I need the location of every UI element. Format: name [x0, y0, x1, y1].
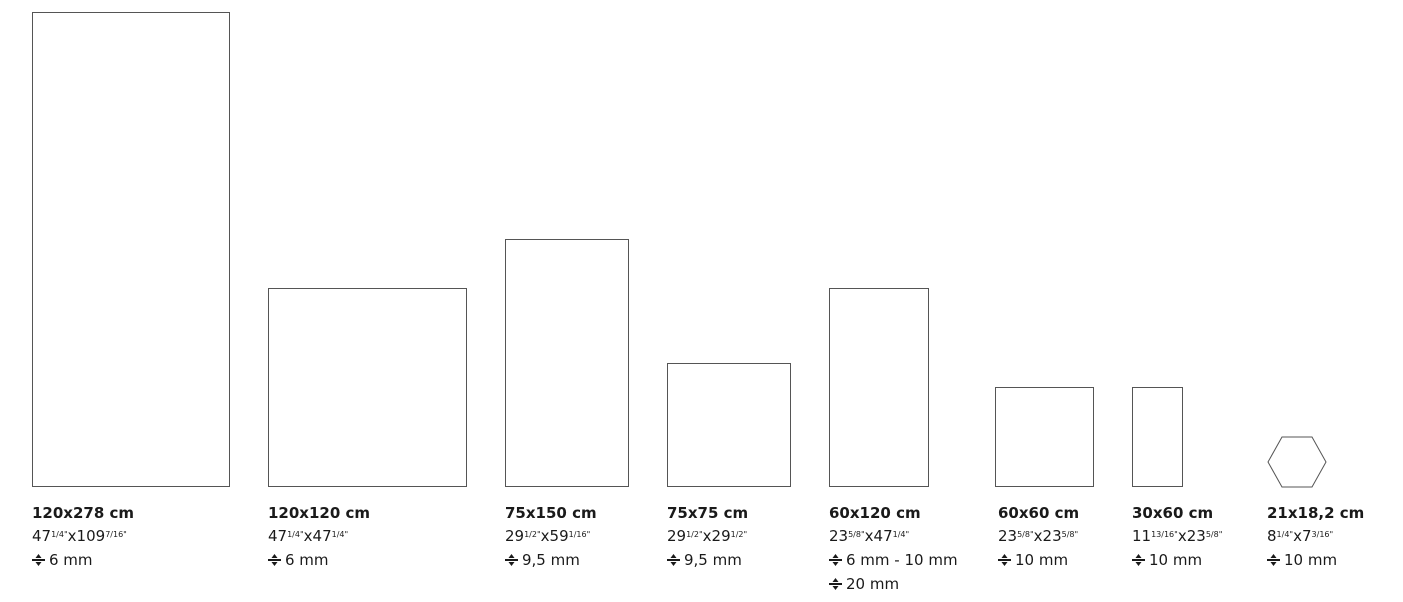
- format-label-60x120: 60x120 cm 235/8"x471/4" 6 mm - 10 mm 20 …: [829, 503, 958, 598]
- thickness-icon: [268, 554, 281, 566]
- size-inches: 291/2"x591/16": [505, 527, 591, 545]
- tile-outline-75x75: [667, 363, 791, 487]
- thickness-icon: [1267, 554, 1280, 566]
- tile-outline-120x278: [32, 12, 230, 487]
- size-inches: 81/4"x73/16": [1267, 527, 1334, 545]
- size-cm: 120x278 cm: [32, 504, 135, 522]
- size-inches: 471/4"x471/4": [268, 527, 349, 545]
- size-inches: 235/8"x471/4": [829, 527, 910, 545]
- tile-outline-60x60: [995, 387, 1094, 487]
- size-cm: 120x120 cm: [268, 504, 371, 522]
- thickness-line-2: 20 mm: [829, 574, 958, 598]
- thickness-line: 9,5 mm: [505, 550, 597, 574]
- thickness-line: 6 mm - 10 mm: [829, 550, 958, 574]
- thickness-icon: [505, 554, 518, 566]
- thickness-icon: [32, 554, 45, 566]
- thickness-icon: [998, 554, 1011, 566]
- format-label-120x278: 120x278 cm 471/4"x1097/16" 6 mm: [32, 503, 134, 574]
- size-cm: 30x60 cm: [1132, 504, 1214, 522]
- thickness-icon: [667, 554, 680, 566]
- thickness-line: 6 mm: [268, 550, 370, 574]
- thickness-line: 9,5 mm: [667, 550, 748, 574]
- tile-outline-75x150: [505, 239, 629, 487]
- size-cm: 60x120 cm: [829, 504, 921, 522]
- thickness-icon: [829, 554, 842, 566]
- tile-outline-hexagon: [1267, 436, 1327, 488]
- tile-outline-30x60: [1132, 387, 1183, 487]
- size-cm: 21x18,2 cm: [1267, 504, 1365, 522]
- format-label-75x75: 75x75 cm 291/2"x291/2" 9,5 mm: [667, 503, 748, 574]
- thickness-icon: [1132, 554, 1145, 566]
- thickness-line: 10 mm: [1132, 550, 1222, 574]
- size-inches: 471/4"x1097/16": [32, 527, 127, 545]
- format-label-30x60: 30x60 cm 1113/16"x235/8" 10 mm: [1132, 503, 1222, 574]
- format-label-120x120: 120x120 cm 471/4"x471/4" 6 mm: [268, 503, 370, 574]
- size-inches: 291/2"x291/2": [667, 527, 748, 545]
- tile-outline-60x120: [829, 288, 929, 487]
- thickness-line: 10 mm: [998, 550, 1079, 574]
- size-inches: 235/8"x235/8": [998, 527, 1079, 545]
- size-cm: 75x75 cm: [667, 504, 749, 522]
- format-label-60x60: 60x60 cm 235/8"x235/8" 10 mm: [998, 503, 1079, 574]
- size-inches: 1113/16"x235/8": [1132, 527, 1223, 545]
- size-cm: 75x150 cm: [505, 504, 597, 522]
- thickness-icon: [829, 578, 842, 590]
- thickness-line: 10 mm: [1267, 550, 1364, 574]
- thickness-line: 6 mm: [32, 550, 134, 574]
- format-label-75x150: 75x150 cm 291/2"x591/16" 9,5 mm: [505, 503, 597, 574]
- tile-outline-120x120: [268, 288, 467, 487]
- size-cm: 60x60 cm: [998, 504, 1080, 522]
- format-label-21x18: 21x18,2 cm 81/4"x73/16" 10 mm: [1267, 503, 1364, 574]
